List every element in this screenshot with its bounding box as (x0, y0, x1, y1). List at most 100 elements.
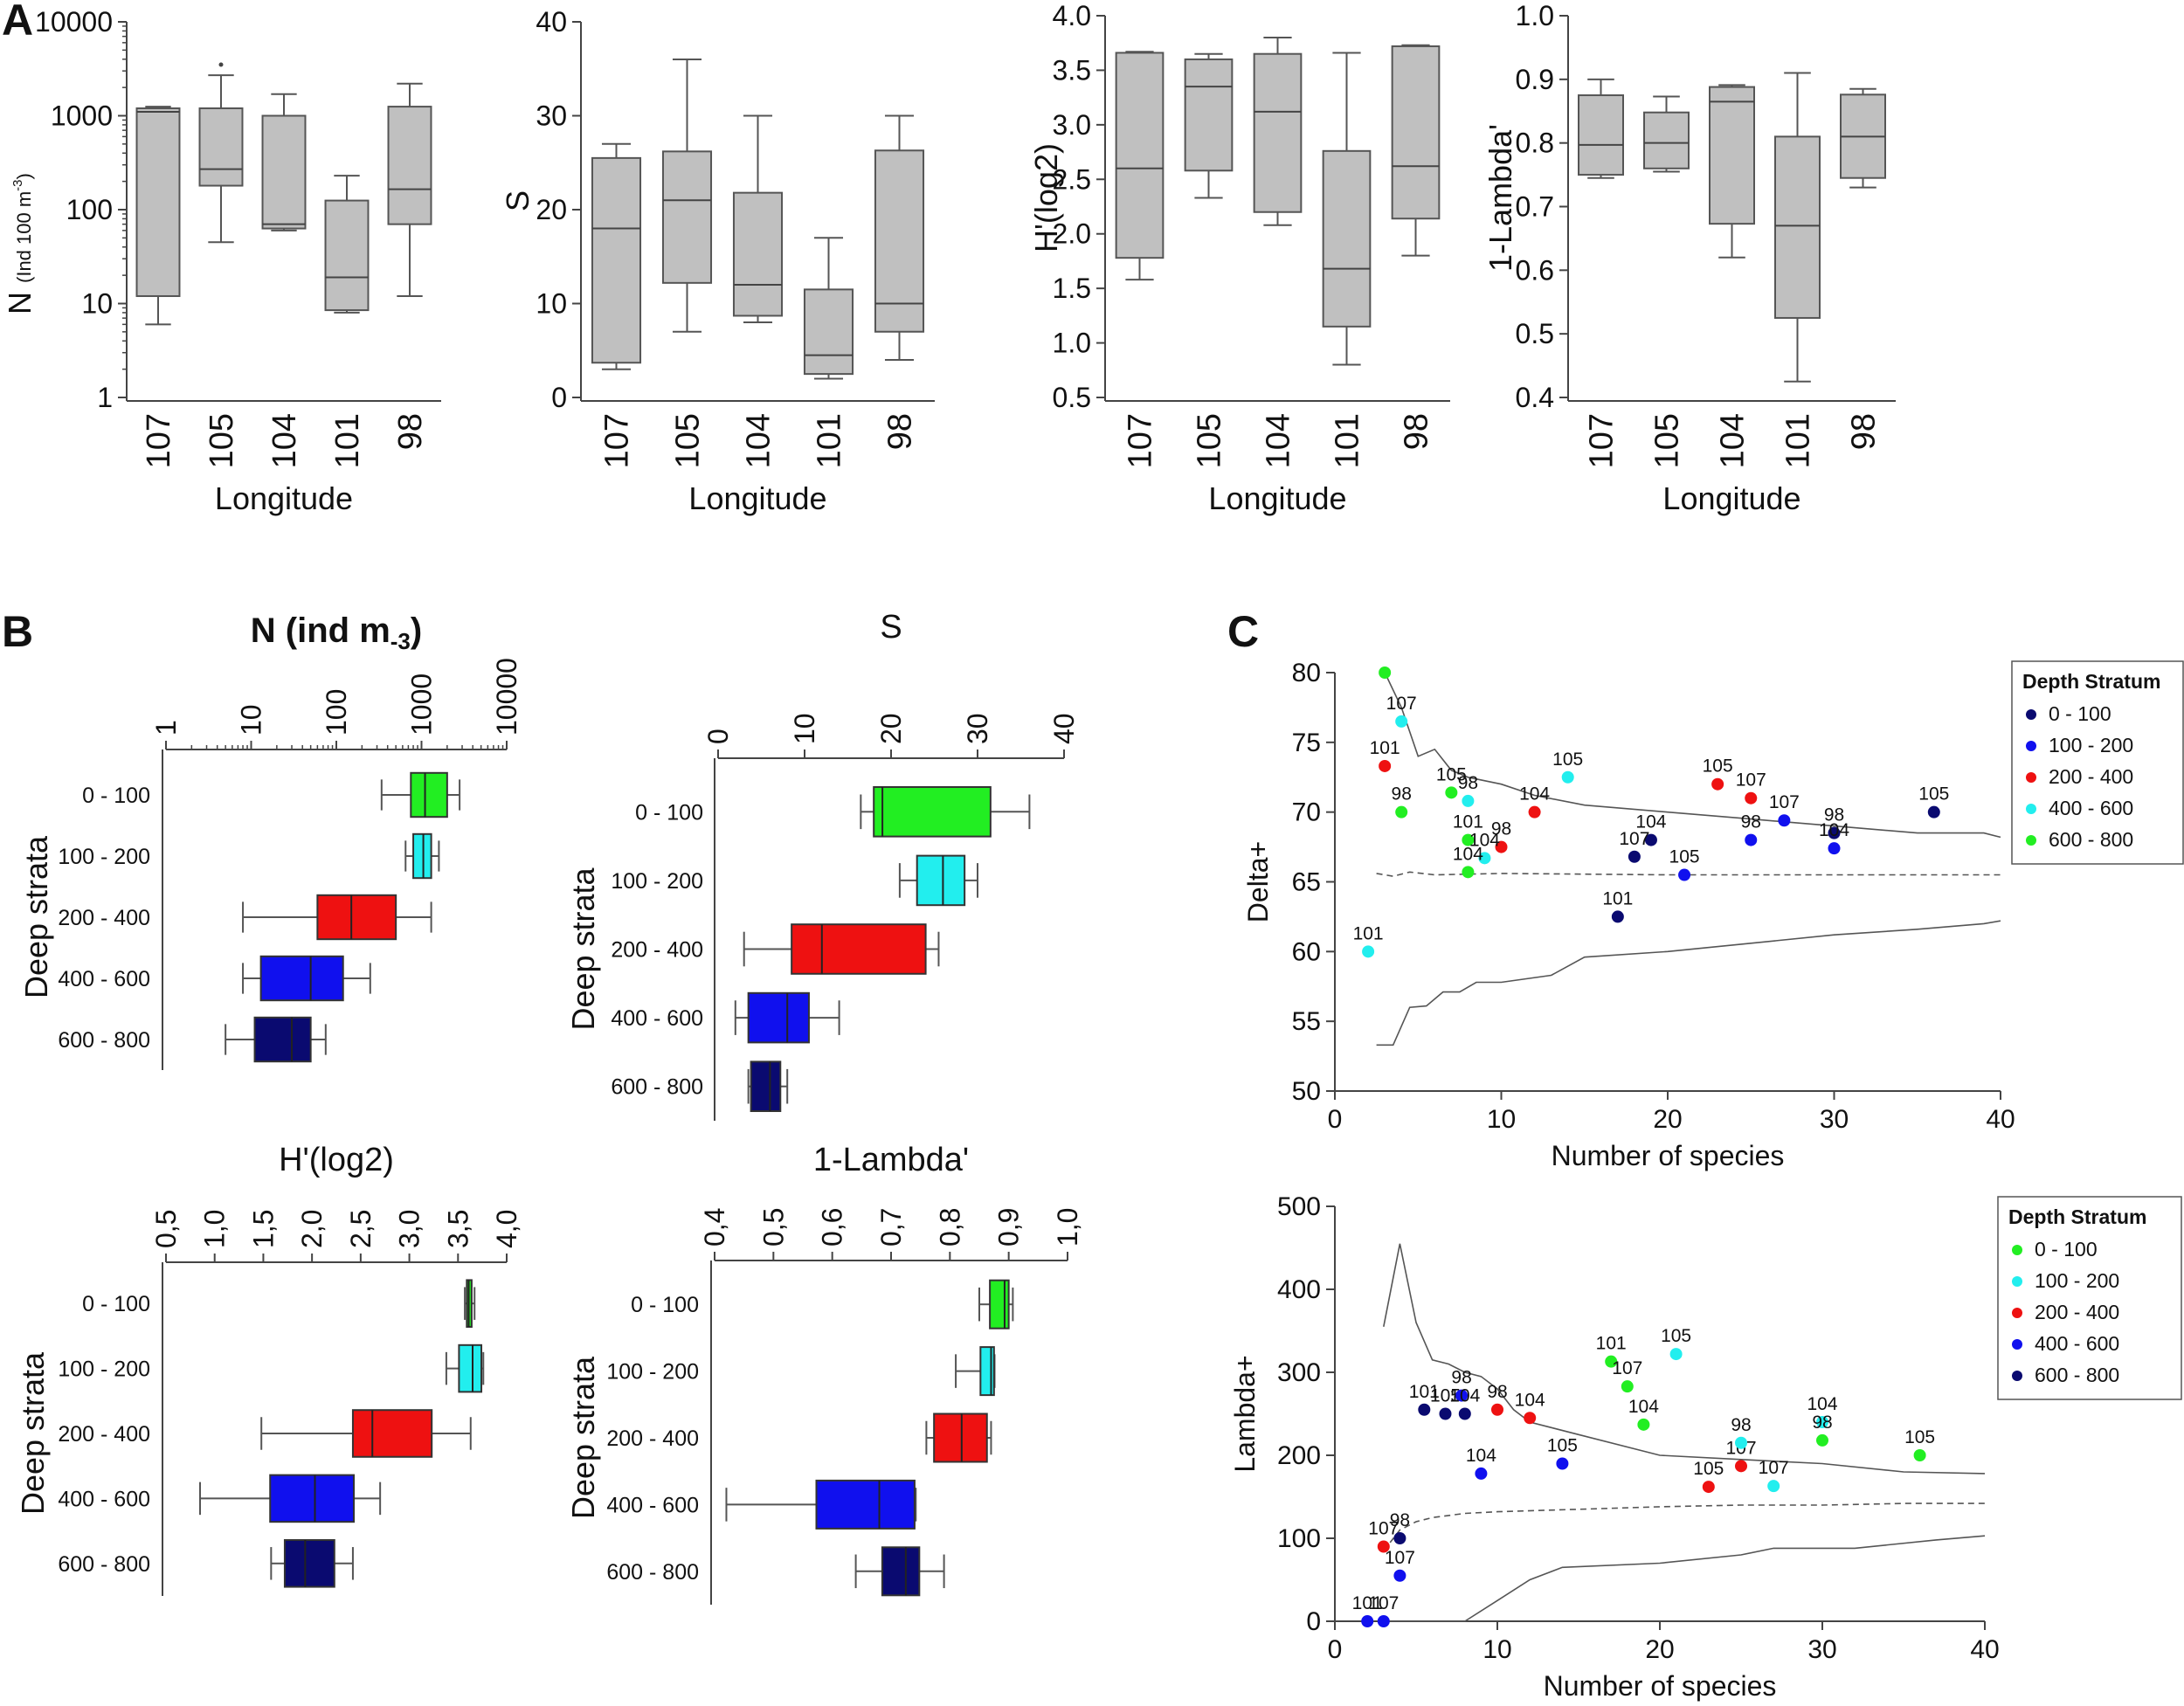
x-tick-label: 101 (1780, 413, 1817, 468)
boxplot-b1: 1 10 100 1000 10000 0 - 100 100 - 200 200 - 400… (18, 611, 522, 1070)
point-marker (1439, 1407, 1452, 1420)
point-marker (1621, 1380, 1634, 1393)
x-tick-label: 0 (1328, 1635, 1343, 1664)
x-tick-label: 0,5 (150, 1210, 182, 1248)
point-label: 98 (1491, 819, 1511, 839)
point-label: 104 (1635, 812, 1666, 832)
x-tick-label: 3,5 (442, 1210, 473, 1248)
box-107 (1115, 51, 1165, 281)
point-label: 101 (1370, 738, 1400, 758)
point-marker (1669, 1348, 1683, 1361)
chart-title-close: ) (411, 611, 422, 650)
data-point: 105 (1661, 1326, 1691, 1361)
point-marker (1455, 1389, 1469, 1402)
category-label: 400 - 600 (58, 1487, 150, 1511)
y-axis-title: Delta+ (1242, 841, 1274, 922)
legend-item-label: 400 - 600 (2035, 1332, 2119, 1355)
x-tick-label: 10 (1487, 1105, 1516, 1134)
box-iqr (198, 107, 244, 187)
box-104 (1253, 36, 1303, 226)
x-tick-label: 101 (812, 413, 848, 468)
data-point: 107 (1368, 1593, 1399, 1627)
point-label: 101 (1453, 812, 1483, 832)
box-iqr (259, 955, 344, 1002)
x-tick-label: 98 (1846, 413, 1883, 450)
point-label: 104 (1519, 784, 1550, 805)
legend-marker (2026, 835, 2036, 846)
x-tick-label: 98 (392, 413, 429, 450)
box-107 (135, 106, 181, 326)
point-marker (1745, 791, 1758, 805)
x-tick-label: 0,4 (699, 1208, 730, 1247)
category-label: 0 - 100 (82, 784, 150, 808)
y-tick-label: 1 (97, 382, 113, 413)
legend-title: Depth Stratum (2008, 1205, 2146, 1228)
point-marker (1561, 770, 1574, 784)
x-tick-label: 0,7 (875, 1208, 907, 1247)
data-point: 105 (1547, 1436, 1578, 1470)
point-label: 101 (1602, 888, 1633, 908)
funnel-mean-line (1376, 871, 2001, 877)
point-marker (1475, 1467, 1488, 1480)
y-tick-label: 0.8 (1516, 128, 1554, 159)
legend-marker (2012, 1339, 2022, 1350)
y-tick-label: 0.9 (1516, 64, 1554, 95)
legend-item-label: 200 - 400 (2035, 1301, 2119, 1323)
point-marker (1478, 852, 1491, 865)
box-iqr (283, 1539, 335, 1588)
box-105 (1184, 52, 1234, 199)
x-tick-label: 1,0 (199, 1210, 231, 1248)
y-tick-label: 100 (66, 194, 113, 225)
box-iqr (1184, 58, 1234, 172)
y-tick-label: 20 (536, 194, 567, 225)
y-tick-label: 400 (1277, 1275, 1321, 1304)
category-label: 600 - 800 (58, 1552, 150, 1577)
point-label: 107 (1769, 792, 1800, 812)
box-0-100 (978, 1279, 1014, 1330)
box-98 (1391, 44, 1441, 257)
category-label: 400 - 600 (611, 1006, 703, 1031)
data-point: 107 (1769, 792, 1800, 827)
data-point: 105 (1693, 1459, 1724, 1494)
legend-item-label: 600 - 800 (2035, 1364, 2119, 1386)
box-600-800 (747, 1060, 789, 1112)
point-label: 98 (1458, 773, 1478, 793)
category-label: 100 - 200 (58, 845, 150, 869)
legend-marker (2026, 804, 2036, 814)
data-point: 98 (1812, 1412, 1833, 1447)
x-tick-label: 40 (1048, 713, 1080, 744)
point-label: 101 (1596, 1334, 1627, 1354)
box-iqr (261, 114, 307, 230)
x-tick-label: 1,5 (247, 1210, 279, 1248)
point-label: 107 (1619, 829, 1649, 849)
data-point: 104 (1469, 830, 1500, 865)
point-label: 98 (1824, 805, 1844, 825)
box-iqr (269, 1474, 356, 1523)
boxplot-a2: 0 10 20 30 40 107 105 104 101 98 Longitude S (500, 6, 935, 516)
point-label: 105 (1703, 756, 1733, 777)
box-iqr (351, 1409, 433, 1458)
box-iqr (1774, 135, 1821, 319)
point-label: 98 (1390, 1510, 1410, 1530)
chart-title-main: N (ind m (251, 611, 390, 650)
data-point: 107 (1386, 694, 1417, 728)
data-point: 107 (1759, 1458, 1789, 1493)
point-label: 104 (1819, 820, 1849, 840)
y-axis-title: Deep strata (565, 867, 601, 1030)
data-point: 104 (1449, 1386, 1481, 1420)
box-100-200 (898, 854, 978, 907)
legend-marker (2026, 709, 2036, 720)
y-tick-label: 65 (1292, 868, 1321, 897)
x-axis-title: Longitude (215, 480, 353, 516)
data-point: 104 (1466, 1446, 1496, 1480)
box-600-800 (225, 1016, 327, 1063)
boxplot-b4: 0,4 0,5 0,6 0,7 0,8 0,9 1,0 0 - 100 100 - 200 200… (565, 1142, 1083, 1605)
box-98 (874, 114, 925, 361)
box-iqr (253, 1016, 312, 1063)
x-tick-label: 10 (236, 704, 267, 736)
box-iqr (661, 150, 713, 284)
funnel-lower-line (1376, 920, 2001, 1046)
data-point: 104 (1807, 1394, 1838, 1428)
point-label: 105 (1904, 1427, 1935, 1447)
y-axis-title-main: N (2, 292, 38, 314)
